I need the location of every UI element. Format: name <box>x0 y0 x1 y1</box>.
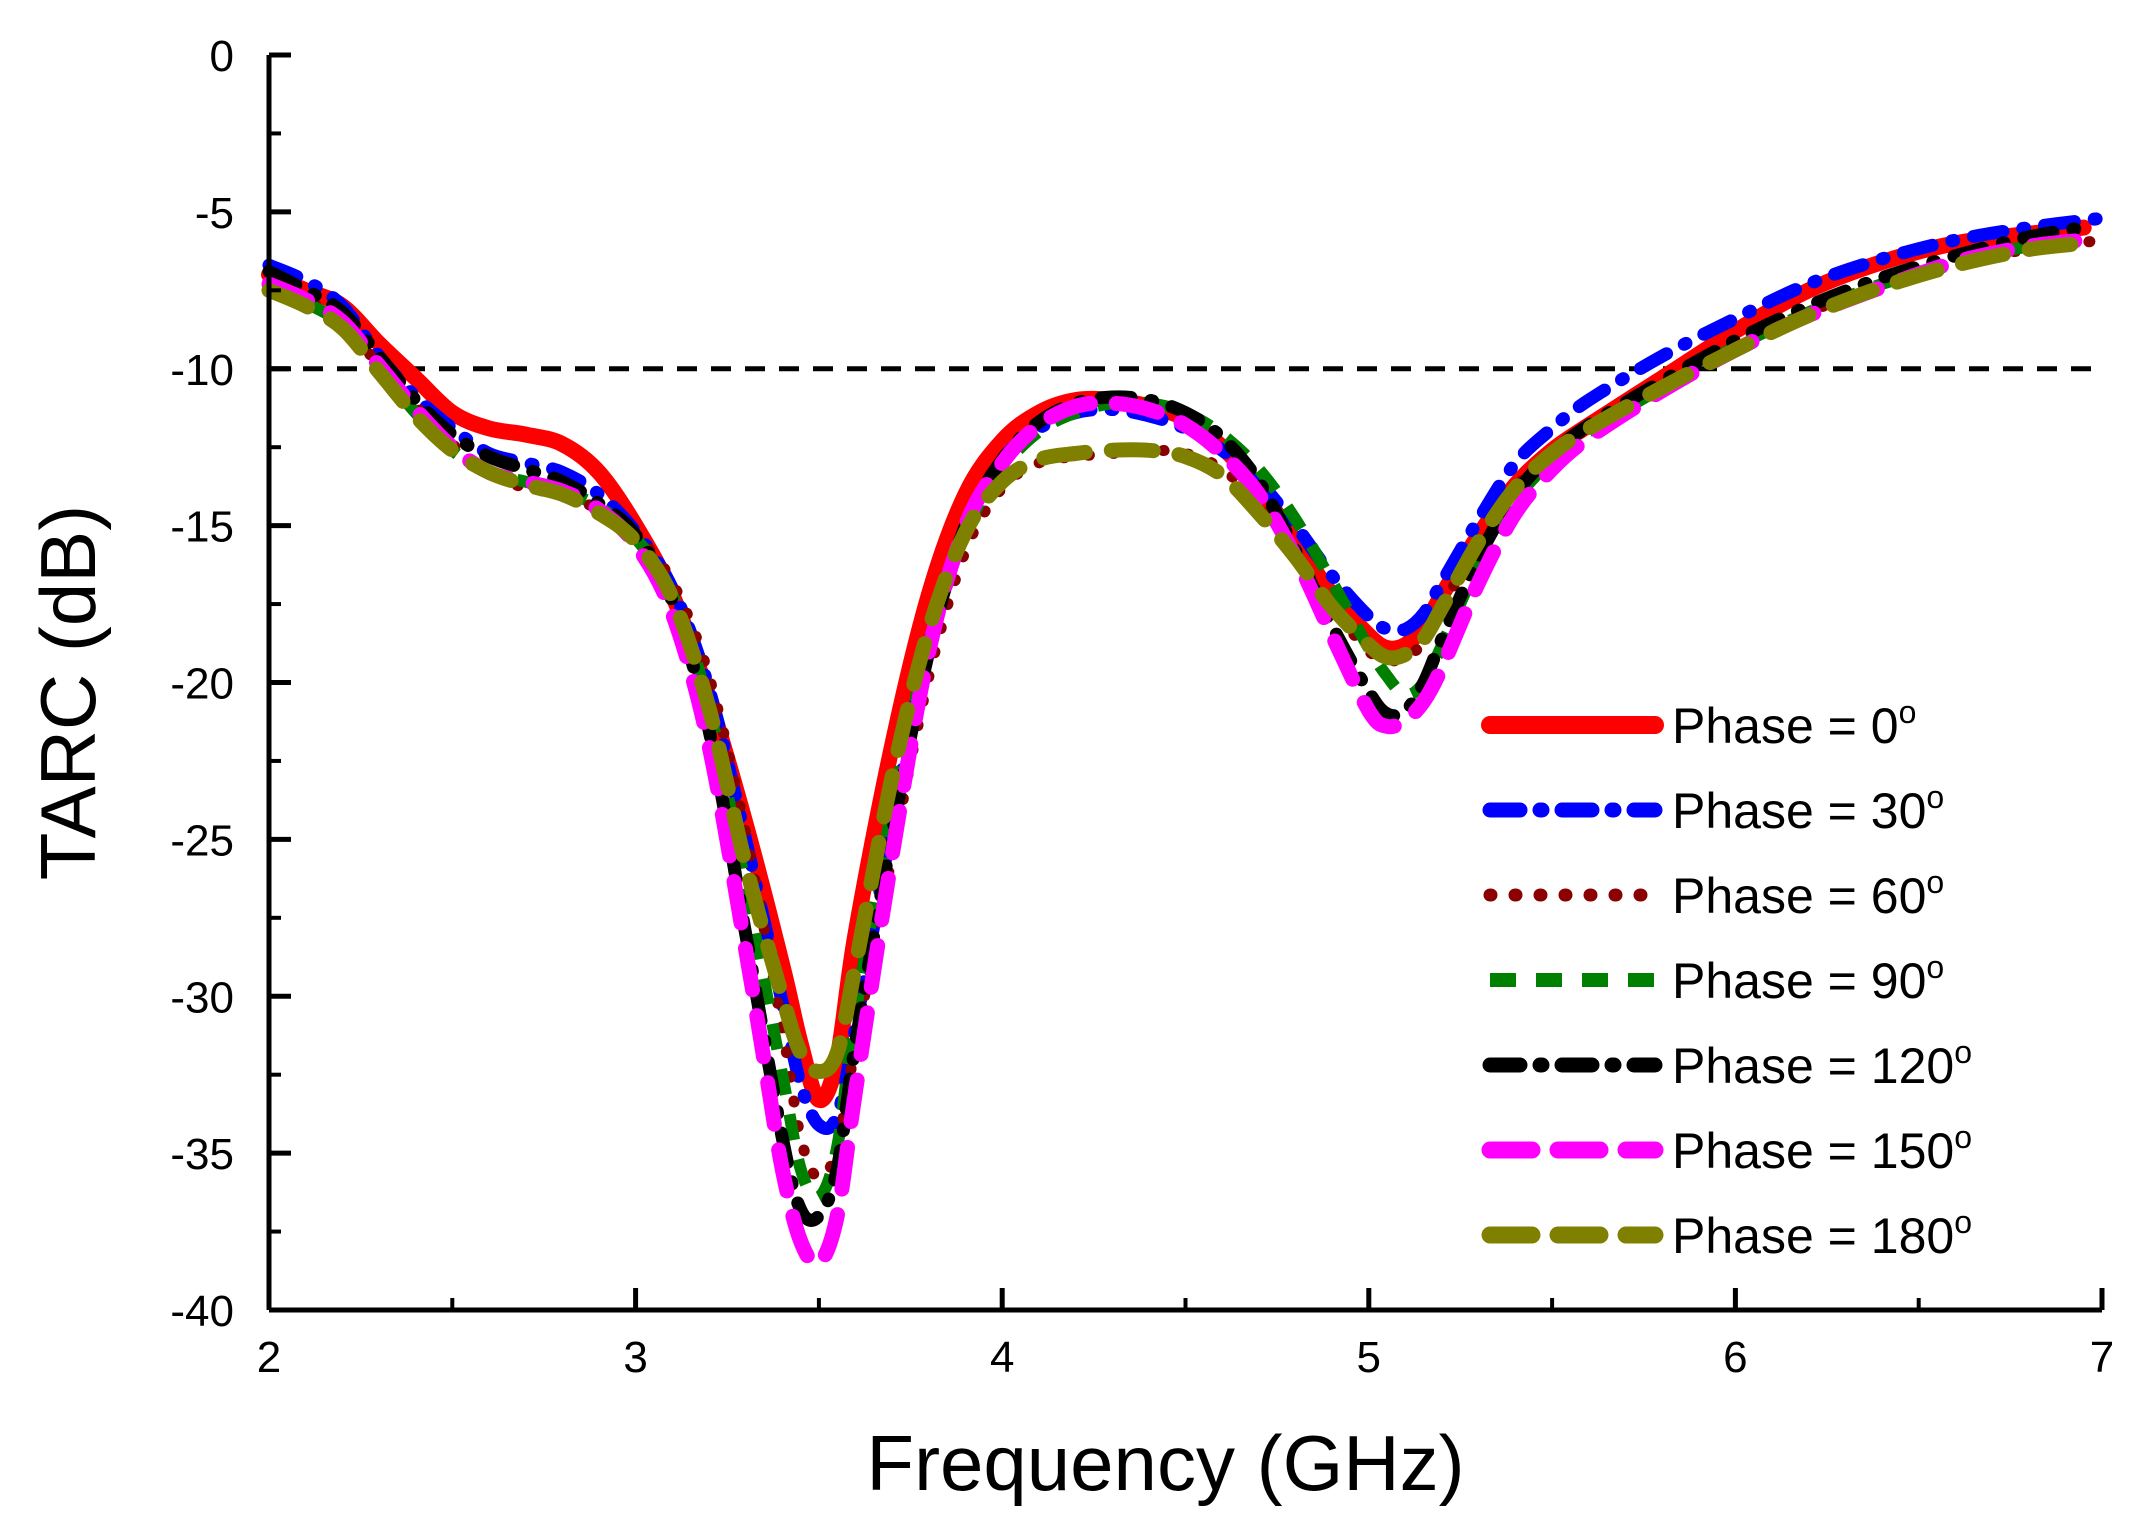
degree-superscript: o <box>1954 1119 1972 1155</box>
plot-area <box>261 211 2109 1272</box>
legend-label-6: Phase = 150o <box>1672 1119 1972 1179</box>
y-axis-title: TARC (dB) <box>24 505 112 881</box>
y-tick-label: -25 <box>170 816 234 865</box>
degree-superscript: o <box>1926 864 1944 900</box>
degree-superscript: o <box>1926 949 1944 985</box>
y-tick-label: -40 <box>170 1287 234 1336</box>
x-tick-label: 7 <box>2090 1333 2114 1382</box>
x-tick-label: 2 <box>257 1333 281 1382</box>
legend-label-7: Phase = 180o <box>1672 1204 1972 1264</box>
y-tick-label: -5 <box>195 189 234 238</box>
y-tick-label: -15 <box>170 503 234 552</box>
degree-superscript: o <box>1926 779 1944 815</box>
y-tick-label: -10 <box>170 346 234 395</box>
legend-label-2: Phase = 30o <box>1672 779 1944 839</box>
y-tick-label: -35 <box>170 1130 234 1179</box>
legend-label-1: Phase = 0o <box>1672 694 1916 754</box>
degree-superscript: o <box>1899 694 1917 730</box>
axes: 2 3 4 5 6 7 0 -5 -10 -15 -20 -25 -30 -35 -40 Frequency … <box>24 32 2114 1507</box>
y-tick-label: 0 <box>210 32 234 81</box>
x-tick-label: 4 <box>990 1333 1014 1382</box>
degree-superscript: o <box>1954 1034 1972 1070</box>
x-axis-title: Frequency (GHz) <box>866 1419 1464 1507</box>
y-tick-label: -20 <box>170 660 234 709</box>
x-tick-label: 6 <box>1723 1333 1747 1382</box>
legend-label-4: Phase = 90o <box>1672 949 1944 1009</box>
x-tick-label: 3 <box>623 1333 647 1382</box>
x-tick-label: 5 <box>1357 1333 1381 1382</box>
legend: Phase = 0o Phase = 30o Phase = 60o Phase = … <box>1481 694 1972 1264</box>
y-tick-label: -30 <box>170 973 234 1022</box>
legend-label-3: Phase = 60o <box>1672 864 1944 924</box>
degree-superscript: o <box>1954 1204 1972 1240</box>
series-line-7 <box>261 235 2092 1079</box>
legend-label-5: Phase = 120o <box>1672 1034 1972 1094</box>
